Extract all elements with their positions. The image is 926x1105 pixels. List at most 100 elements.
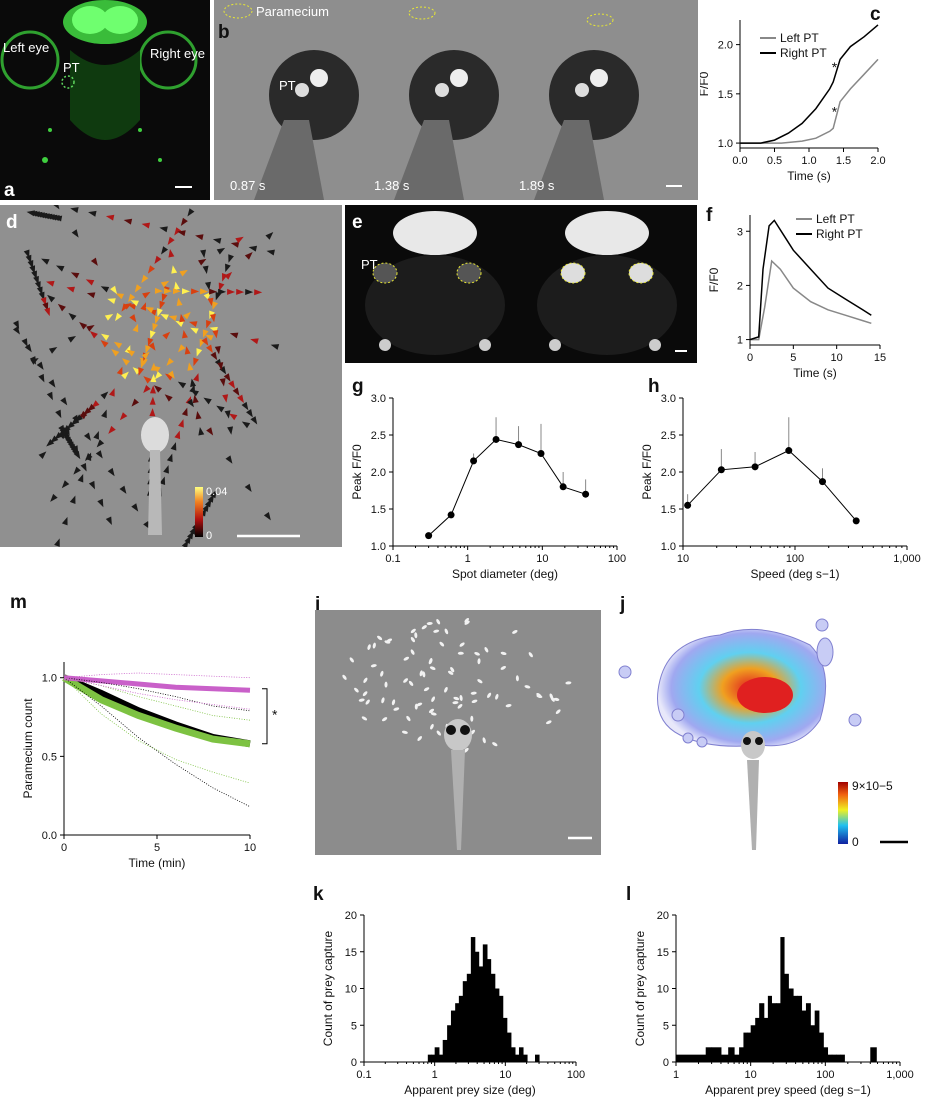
stimulus-arrow [230, 241, 240, 248]
fish-frame-2 [394, 50, 499, 200]
legend-label: Right PT [780, 46, 827, 60]
stimulus-arrow [52, 201, 60, 210]
histogram-bar [755, 1017, 760, 1062]
stimulus-arrow [177, 381, 187, 389]
histogram-bar [438, 1054, 444, 1062]
y-tick-label: 2.5 [661, 430, 676, 442]
stimulus-arrow [50, 435, 59, 444]
panel-label-b: b [218, 22, 230, 43]
stimulus-arrow [154, 255, 162, 264]
stimulus-arrow [109, 388, 115, 397]
stimulus-arrow [195, 234, 204, 241]
stimulus-arrow [254, 289, 263, 296]
stimulus-arrow [171, 265, 178, 274]
stimulus-arrow [46, 280, 55, 287]
series-line [687, 449, 857, 522]
histogram-bar [784, 973, 789, 1062]
paramecium-dot [342, 674, 347, 680]
x-tick-label: 2.0 [870, 155, 885, 167]
stimulus-arrow [201, 337, 209, 346]
stimulus-arrow [218, 288, 227, 295]
stimulus-arrow [86, 292, 96, 299]
x-tick-label: 10 [536, 553, 548, 565]
x-tick-label: 10 [677, 553, 689, 565]
histogram-bar [836, 1054, 842, 1062]
stimulus-arrow [149, 385, 156, 394]
histogram-bar [458, 995, 464, 1062]
stimulus-arrow [31, 270, 37, 280]
stimulus-arrow [210, 351, 218, 361]
stimulus-arrow [270, 344, 280, 350]
stimulus-arrow [90, 257, 98, 266]
stimulus-arrow [142, 291, 151, 299]
paramecium-dot [555, 709, 561, 715]
stimulus-arrow [101, 333, 110, 341]
histogram-bar [805, 1003, 811, 1062]
y-tick-label: 15 [657, 947, 669, 959]
data-point [425, 532, 433, 540]
histogram-bar [498, 995, 504, 1062]
stimulus-arrow [187, 362, 194, 371]
series-line-0 [740, 58, 879, 144]
stimulus-arrow [97, 498, 104, 508]
histogram-bar [523, 1054, 528, 1062]
stimulus-arrow [129, 314, 137, 323]
data-point [717, 466, 725, 474]
stimulus-arrow [177, 344, 186, 353]
histogram-bar [814, 1010, 820, 1062]
stimulus-arrow [202, 265, 209, 275]
panel-label-f: f [706, 205, 713, 226]
stimulus-arrow [126, 349, 135, 357]
histogram-bar [720, 1054, 729, 1062]
paramecium-dot [406, 715, 411, 722]
y-tick-label: 1 [737, 335, 743, 347]
stimulus-arrow [30, 358, 39, 365]
stimulus-arrow [71, 229, 79, 238]
histogram-bar [870, 1047, 877, 1062]
paramecium-dot [450, 666, 455, 673]
y-axis-label: Peak F/F0 [640, 444, 654, 500]
stimulus-arrow [163, 288, 172, 295]
stimulus-arrow [141, 222, 151, 229]
chart-k: 0.1 1 10 100 0 5 10 15 20 Apparent prey size (deg… [321, 910, 585, 1097]
paramecium-dot [361, 716, 368, 721]
x-tick-label: 10 [499, 1069, 511, 1081]
stimulus-arrow [73, 466, 81, 475]
series-line [428, 438, 586, 536]
stimulus-arrow [149, 330, 156, 339]
stimulus-arrow [224, 410, 231, 419]
panel-a-fluorescence: Left eye Right eye PT [0, 0, 205, 188]
stimulus-arrow [121, 303, 129, 312]
stimulus-arrow [105, 516, 112, 526]
stimulus-arrow [209, 288, 218, 295]
stimulus-arrow [57, 303, 66, 312]
data-point [470, 457, 478, 465]
stimulus-arrow [80, 463, 87, 472]
panel-d-image: 0.04 0 [0, 201, 342, 549]
stimulus-arrow [225, 455, 233, 464]
y-tick-label: 2.0 [661, 467, 676, 479]
histogram-bar [840, 1054, 845, 1062]
stimulus-arrow [86, 324, 95, 332]
fish-frame-1 [254, 50, 359, 200]
stimulus-arrow [89, 331, 98, 339]
stimulus-arrow [188, 321, 198, 327]
histogram-bar [490, 973, 496, 1062]
paramecium-dot [464, 620, 470, 625]
stimulus-arrow [224, 271, 233, 280]
stimulus-arrow [193, 373, 199, 382]
histogram-bar [711, 1047, 722, 1062]
stimulus-arrow [236, 288, 245, 295]
stimulus-arrow [140, 302, 147, 311]
paramecium-dot [381, 717, 388, 722]
histogram-bar [502, 1017, 508, 1062]
stimulus-arrow [83, 432, 91, 441]
stimulus-arrow [203, 397, 212, 405]
stimulus-arrow [182, 311, 191, 320]
histogram-bar [788, 988, 794, 1062]
paramecium-dot [401, 730, 408, 734]
histogram-bar [767, 995, 772, 1062]
stimulus-arrow [148, 342, 156, 351]
stimulus-arrow [200, 288, 209, 295]
stimulus-arrow [210, 489, 217, 499]
